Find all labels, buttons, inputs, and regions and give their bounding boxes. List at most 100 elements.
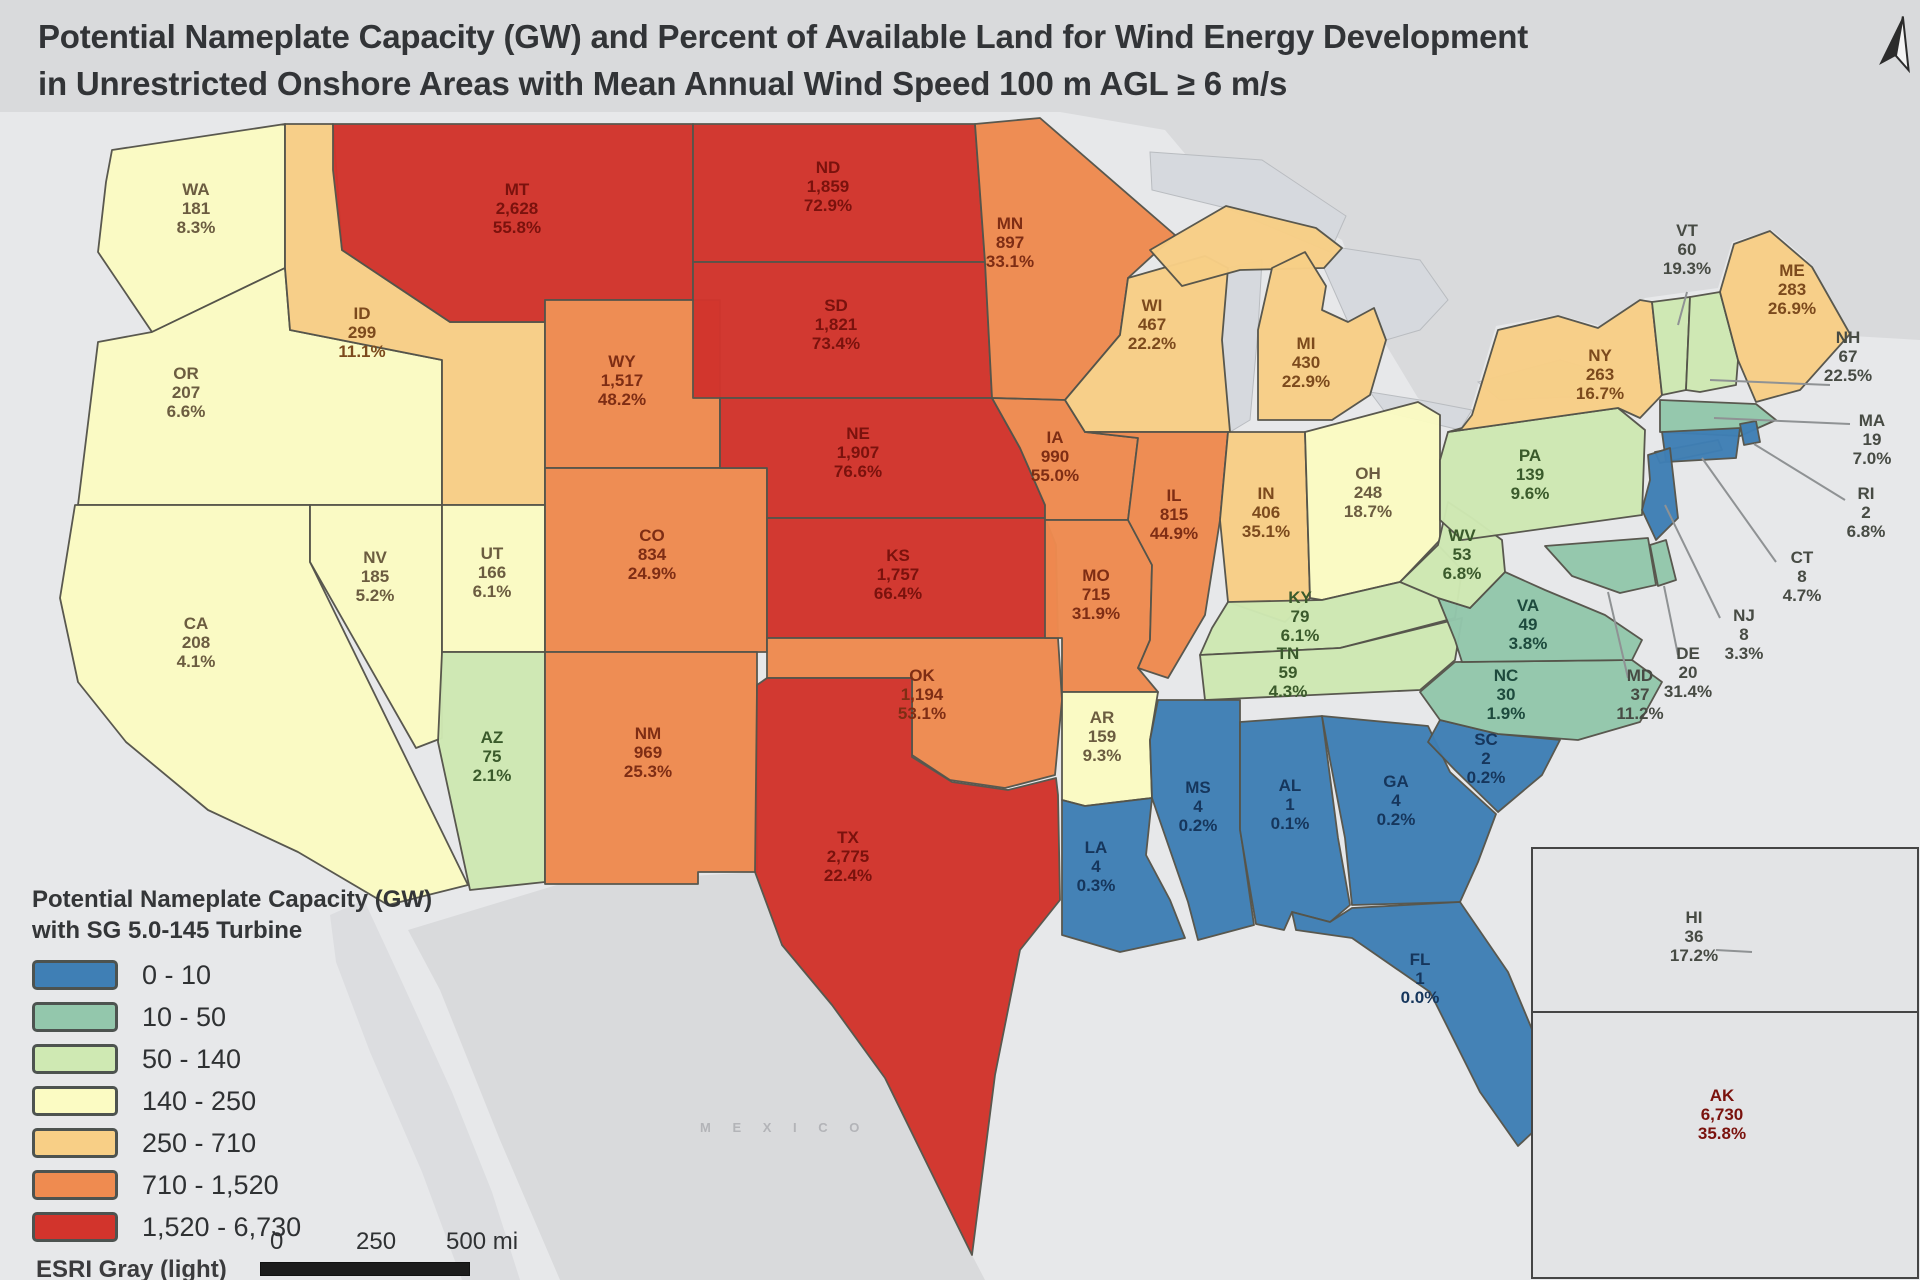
leader-line-VT (1677, 291, 1688, 326)
legend-item: 10 - 50 (32, 1001, 432, 1033)
state-label-GA: GA 4 0.2% (1377, 772, 1416, 829)
state-label-UT: UT 166 6.1% (473, 544, 512, 601)
state-ME[interactable] (1719, 230, 1851, 403)
state-label-WV: WV 53 6.8% (1443, 526, 1482, 583)
state-PA[interactable] (1439, 407, 1646, 541)
state-label-AR: AR 159 9.3% (1083, 708, 1122, 765)
legend-item: 1,520 - 6,730 (32, 1211, 432, 1243)
state-AZ[interactable] (437, 651, 546, 891)
legend-range-label: 0 - 10 (142, 959, 212, 990)
state-label-RI: RI 2 6.8% (1847, 484, 1886, 541)
leader-line-CT (1701, 457, 1777, 563)
state-label-AZ: AZ 75 2.1% (473, 728, 512, 785)
state-label-NY: NY 263 16.7% (1576, 346, 1624, 403)
state-label-HI: HI 36 17.2% (1670, 908, 1718, 965)
scale-tick: 0 (270, 1228, 284, 1255)
legend-swatch (32, 1170, 118, 1201)
state-label-IA: IA 990 55.0% (1031, 428, 1079, 485)
leader-line-RI (1753, 443, 1846, 501)
state-label-NH: NH 67 22.5% (1824, 328, 1872, 385)
scale-tick: 250 (356, 1228, 397, 1255)
state-LA[interactable] (1061, 797, 1186, 953)
leader-line-MA (1713, 417, 1851, 425)
state-NC[interactable] (1419, 659, 1663, 741)
state-label-NE: NE 1,907 76.6% (834, 424, 882, 481)
state-label-KY: KY 79 6.1% (1281, 588, 1320, 645)
state-label-OR: OR 207 6.6% (167, 364, 206, 421)
state-NV[interactable] (309, 504, 443, 749)
state-label-ID: ID 299 11.1% (338, 304, 385, 361)
basemap-credit: ESRI Gray (light) (36, 1256, 227, 1280)
legend-range-label: 10 - 50 (142, 1001, 227, 1032)
legend-rows: 0 - 10 10 - 50 50 - 140 140 - 250 250 - 710 7… (32, 959, 432, 1243)
state-label-CT: CT 8 4.7% (1783, 548, 1822, 605)
legend-range-label: 250 - 710 (142, 1127, 257, 1158)
mexico-label: M E X I C O (700, 1120, 869, 1135)
state-label-PA: PA 139 9.6% (1511, 446, 1550, 503)
state-label-MO: MO 715 31.9% (1072, 566, 1120, 623)
state-RI[interactable] (1739, 420, 1761, 446)
state-NY[interactable] (1447, 299, 1663, 433)
state-label-OK: OK 1,194 53.1% (898, 666, 946, 723)
state-label-NJ: NJ 8 3.3% (1725, 606, 1764, 663)
leader-lines-layer (1607, 291, 1851, 953)
legend-swatch (32, 960, 118, 991)
states-layer (59, 117, 1851, 1271)
state-DE[interactable] (1649, 539, 1677, 587)
state-label-WY: WY 1,517 48.2% (598, 352, 646, 409)
state-NM[interactable] (544, 651, 758, 885)
legend-range-label: 1,520 - 6,730 (142, 1211, 302, 1242)
state-label-LA: LA 4 0.3% (1077, 838, 1116, 895)
scale-tick: 500 mi (446, 1228, 519, 1255)
state-label-AK: AK 6,730 35.8% (1698, 1086, 1746, 1143)
state-label-MT: MT 2,628 55.8% (493, 180, 541, 237)
state-label-CO: CO 834 24.9% (628, 526, 676, 583)
map-title-line2: in Unrestricted Onshore Areas with Mean … (38, 64, 1288, 102)
legend-item: 50 - 140 (32, 1043, 432, 1075)
legend-swatch (32, 1002, 118, 1033)
alaska-inset[interactable] (1531, 1011, 1919, 1279)
state-label-TX: TX 2,775 22.4% (824, 828, 872, 885)
legend-swatch (32, 1086, 118, 1117)
state-label-NV: NV 185 5.2% (356, 548, 395, 605)
state-label-VT: VT 60 19.3% (1663, 221, 1711, 278)
mexico-landmass (408, 872, 985, 1280)
map-title-line1: Potential Nameplate Capacity (GW) and Pe… (38, 18, 1529, 55)
state-NJ[interactable] (1641, 447, 1679, 541)
state-label-MN: MN 897 33.1% (986, 214, 1034, 271)
state-NE[interactable] (719, 397, 1046, 519)
scale-bar: 0 250 500 mi (260, 1228, 520, 1276)
state-label-SC: SC 2 0.2% (1467, 730, 1506, 787)
baja-peninsula (330, 900, 520, 1280)
state-label-MD: MD 37 11.2% (1616, 666, 1663, 723)
state-MD[interactable] (1544, 537, 1657, 594)
state-CT[interactable] (1661, 427, 1741, 463)
state-MI[interactable] (1257, 251, 1387, 421)
state-OH[interactable] (1304, 401, 1441, 601)
leader-line-HI (1715, 949, 1753, 953)
state-label-IL: IL 815 44.9% (1150, 486, 1198, 543)
state-label-FL: FL 1 0.0% (1401, 950, 1440, 1007)
legend-swatch (32, 1044, 118, 1075)
state-label-CA: CA 208 4.1% (177, 614, 216, 671)
scale-bar-ticks: 0 250 500 mi (260, 1228, 520, 1256)
leader-line-NH (1709, 379, 1831, 386)
legend-item: 710 - 1,520 (32, 1170, 432, 1201)
legend-swatch (32, 1128, 118, 1159)
legend: Potential Nameplate Capacity (GW) with S… (32, 884, 432, 1254)
leader-line-DE (1663, 585, 1679, 656)
hawaii-inset[interactable] (1531, 847, 1919, 1013)
state-TX[interactable] (754, 677, 1061, 1256)
state-label-WA: WA 181 8.3% (177, 180, 216, 237)
state-label-ND: ND 1,859 72.9% (804, 158, 852, 215)
legend-title-line1: Potential Nameplate Capacity (GW) (32, 886, 433, 913)
state-label-ME: ME 283 26.9% (1768, 261, 1816, 318)
legend-swatch (32, 1212, 118, 1243)
legend-range-label: 140 - 250 (142, 1085, 257, 1116)
state-label-OH: OH 248 18.7% (1344, 464, 1392, 521)
leader-line-MD (1607, 591, 1629, 679)
leader-line-NJ (1664, 504, 1721, 619)
scale-bar-line (260, 1262, 470, 1276)
legend-range-label: 50 - 140 (142, 1043, 242, 1074)
